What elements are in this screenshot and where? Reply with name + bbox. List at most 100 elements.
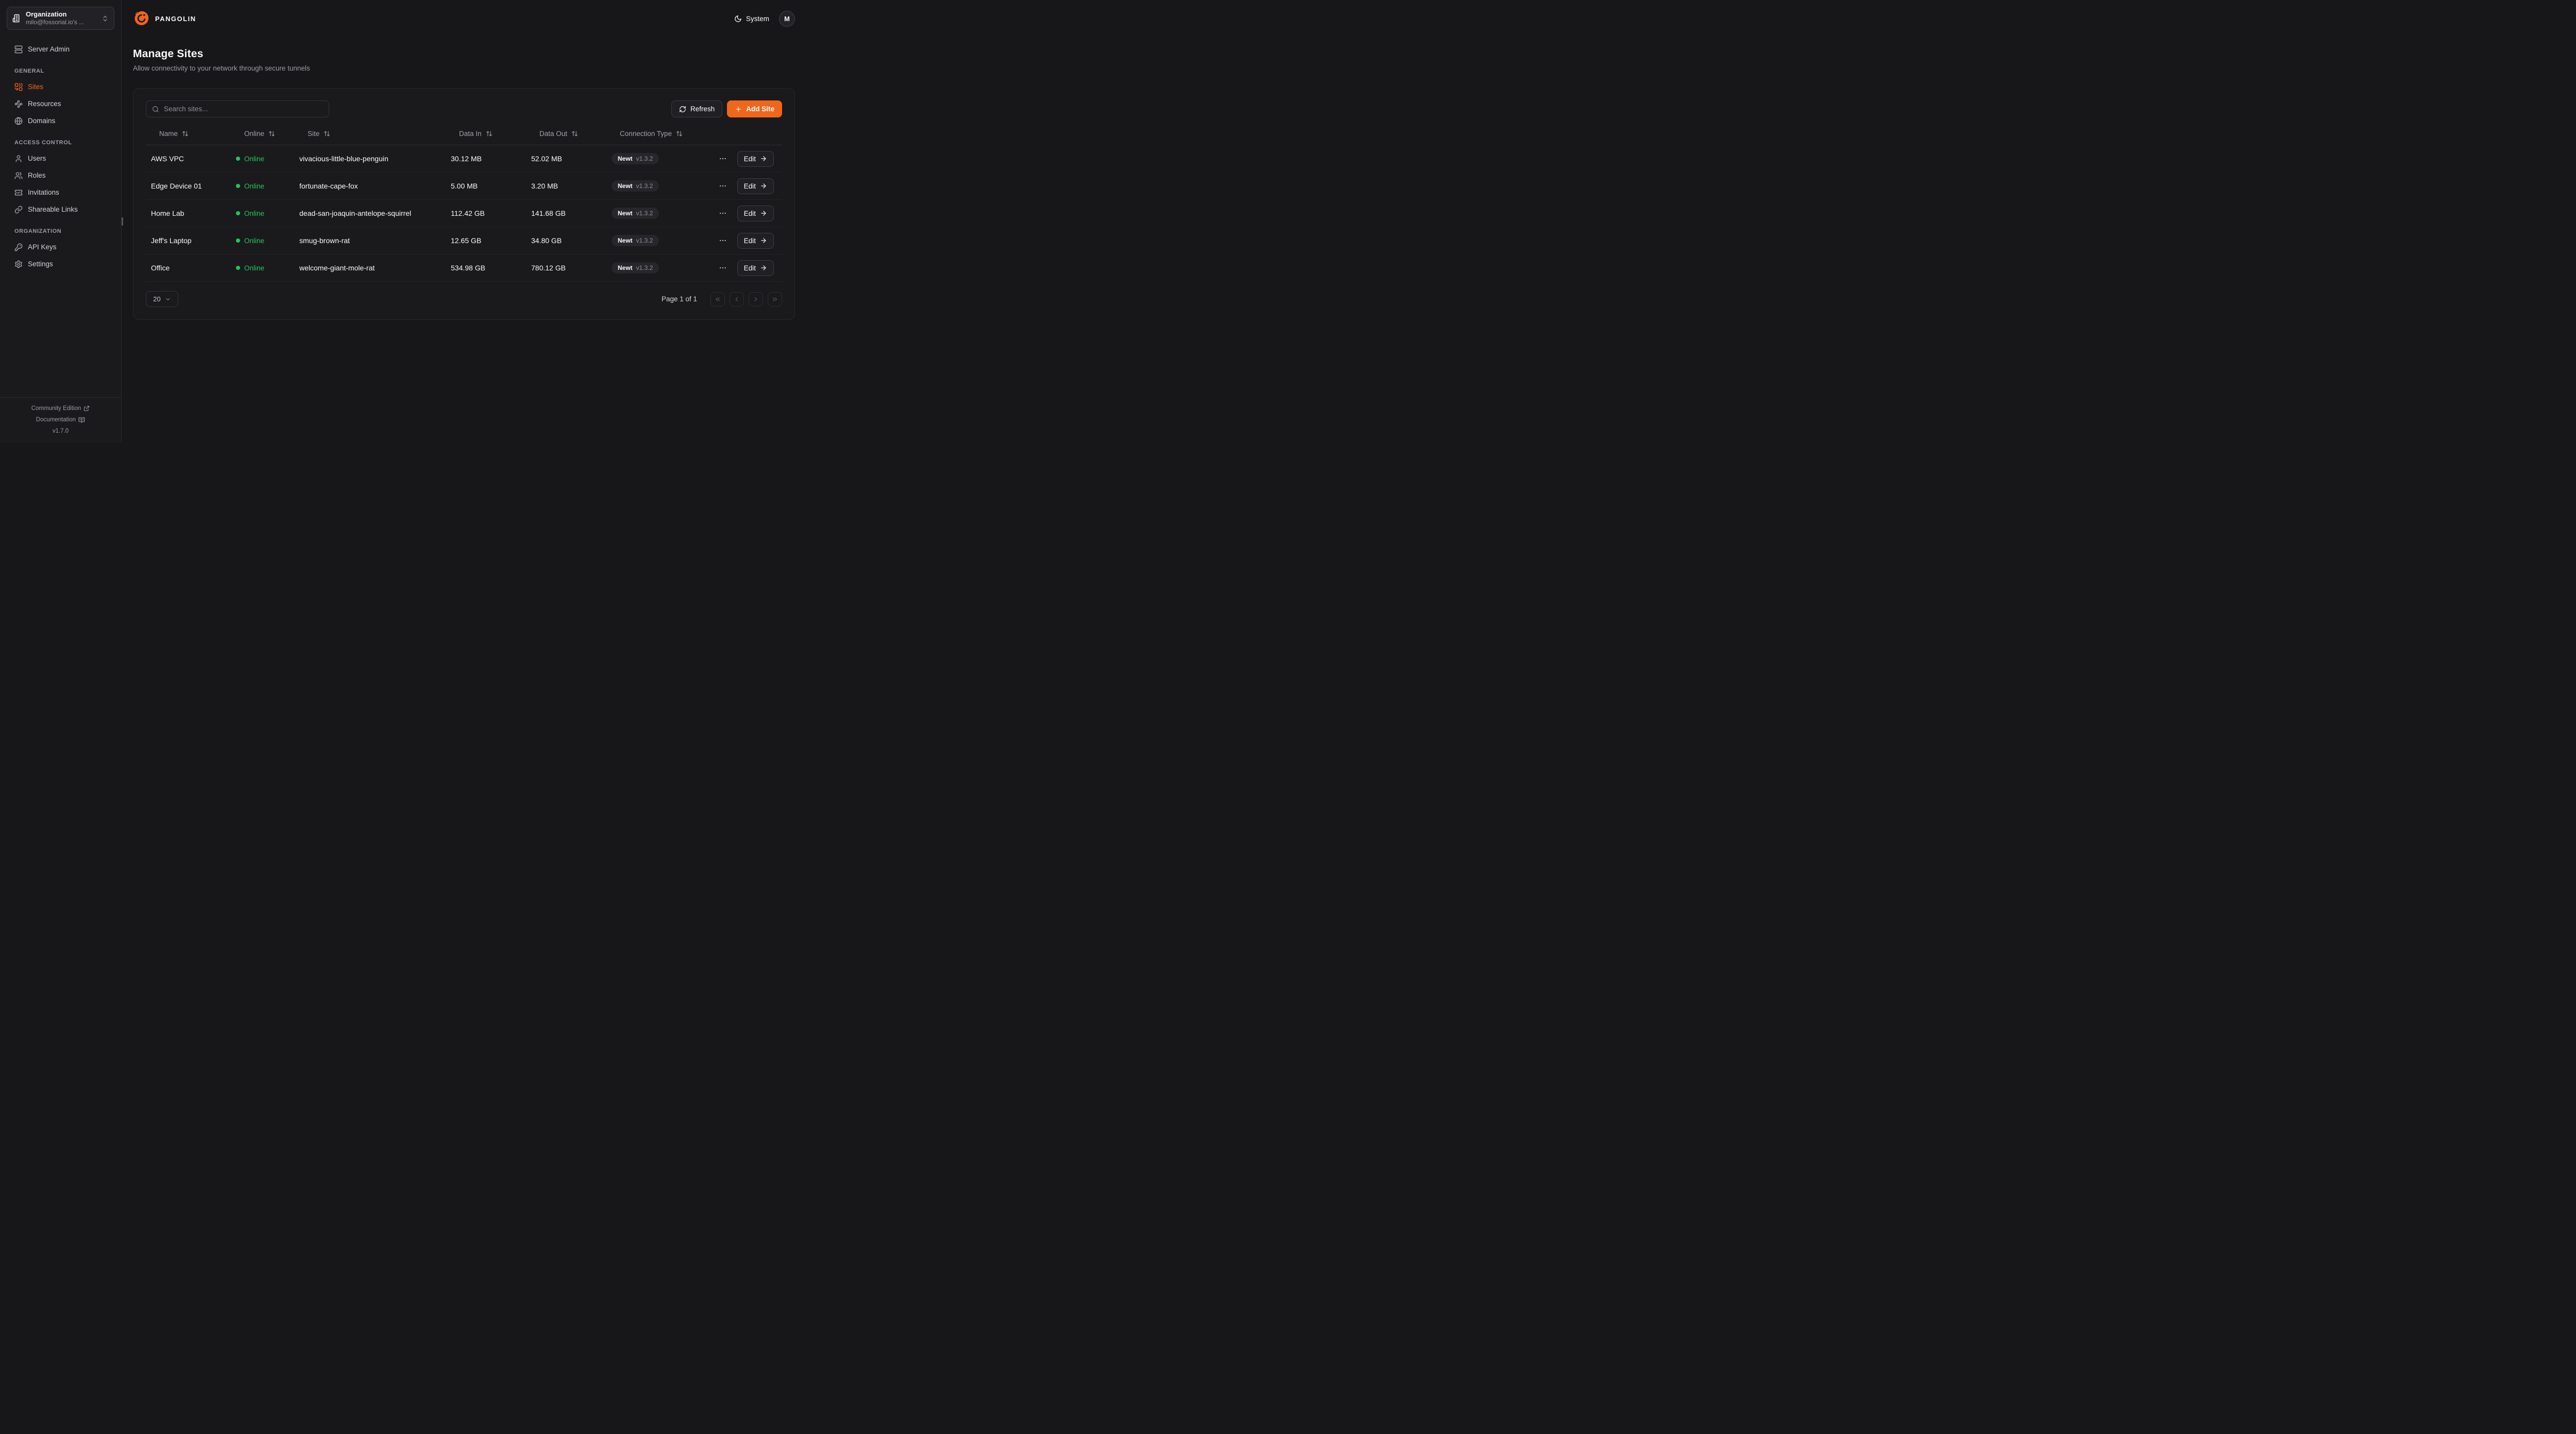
external-link-icon <box>83 405 90 412</box>
table-row: Office Online welcome-giant-mole-rat 534… <box>146 254 782 282</box>
section-label: ACCESS CONTROL <box>14 140 72 146</box>
row-menu-button[interactable] <box>718 208 728 218</box>
row-actions: Edit <box>706 260 777 276</box>
column-header-online[interactable]: Online <box>244 130 275 138</box>
row-menu-button[interactable] <box>718 263 728 273</box>
sidebar-item-settings[interactable]: Settings <box>8 255 113 272</box>
sidebar-item-sites[interactable]: Sites <box>8 78 113 95</box>
sidebar-item-invitations[interactable]: Invitations <box>8 184 113 201</box>
org-text: Organization milo@fossorial.io's ... <box>26 10 97 26</box>
sidebar-item-roles[interactable]: Roles <box>8 167 113 184</box>
sidebar-footer: Community Edition Documentation v1.7.0 <box>0 397 121 443</box>
sidebar-item-label: Resources <box>28 100 61 108</box>
topbar: PANGOLIN System M <box>133 0 795 27</box>
row-menu-button[interactable] <box>718 235 728 246</box>
column-header-data-in[interactable]: Data In <box>459 130 493 138</box>
community-edition-link[interactable]: Community Edition <box>31 403 90 414</box>
gear-icon <box>14 260 23 268</box>
first-page-button[interactable] <box>710 292 725 306</box>
edit-button[interactable]: Edit <box>737 150 774 167</box>
sidebar-resize-handle[interactable] <box>122 217 123 226</box>
edit-button[interactable]: Edit <box>737 260 774 276</box>
sidebar-item-users[interactable]: Users <box>8 150 113 167</box>
online-dot-icon <box>236 238 240 243</box>
search-icon <box>152 106 159 113</box>
status-badge: Online <box>236 182 289 190</box>
column-header-connection-type[interactable]: Connection Type <box>620 130 683 138</box>
sort-icon <box>486 130 493 137</box>
arrow-right-icon <box>760 182 767 190</box>
edit-button[interactable]: Edit <box>737 232 774 249</box>
brand-name: PANGOLIN <box>155 14 196 23</box>
arrow-right-icon <box>760 210 767 217</box>
row-actions: Edit <box>706 150 777 167</box>
row-actions: Edit <box>706 205 777 221</box>
ellipsis-icon <box>719 264 727 272</box>
column-header-name[interactable]: Name <box>159 130 189 138</box>
documentation-link[interactable]: Documentation <box>36 414 85 425</box>
search-input[interactable] <box>164 105 323 113</box>
avatar[interactable]: M <box>779 10 795 27</box>
site-name: AWS VPC <box>146 145 231 173</box>
data-out-value: 3.20 MB <box>526 172 606 200</box>
arrow-right-icon <box>760 264 767 271</box>
chevron-left-icon <box>733 296 740 303</box>
table-header-row: Name Online Site Data In Data Out Connec… <box>146 125 782 145</box>
data-in-value: 112.42 GB <box>446 199 526 227</box>
org-switcher[interactable]: Organization milo@fossorial.io's ... <box>7 7 114 30</box>
column-header-site[interactable]: Site <box>308 130 330 138</box>
users-icon <box>14 172 23 180</box>
sidebar-item-resources[interactable]: Resources <box>8 95 113 112</box>
app-version: v1.7.0 <box>52 428 69 434</box>
refresh-button[interactable]: Refresh <box>671 100 723 117</box>
sort-icon <box>571 130 578 137</box>
edit-button[interactable]: Edit <box>737 205 774 221</box>
user-icon <box>14 155 23 163</box>
brand-link[interactable]: PANGOLIN <box>133 10 196 27</box>
ellipsis-icon <box>719 236 727 245</box>
edit-button[interactable]: Edit <box>737 178 774 194</box>
theme-toggle[interactable]: System <box>734 15 769 23</box>
toolbar-actions: Refresh Add Site <box>671 100 782 117</box>
sidebar-item-label: Settings <box>28 260 53 268</box>
site-slug: vivacious-little-blue-penguin <box>294 145 446 173</box>
org-label: Organization <box>26 10 67 18</box>
sidebar-item-domains[interactable]: Domains <box>8 112 113 129</box>
last-page-button[interactable] <box>768 292 782 306</box>
connection-type-badge: Newt v1.3.2 <box>612 180 659 192</box>
status-badge: Online <box>236 237 289 245</box>
site-name: Jeff's Laptop <box>146 227 231 254</box>
row-menu-button[interactable] <box>718 153 728 164</box>
sidebar-item-shareable-links[interactable]: Shareable Links <box>8 201 113 218</box>
arrow-right-icon <box>760 155 767 162</box>
column-header-data-out[interactable]: Data Out <box>539 130 578 138</box>
sidebar-section-general: GENERAL Sites Resources Domains <box>8 68 113 129</box>
row-menu-button[interactable] <box>718 181 728 191</box>
data-out-value: 780.12 GB <box>526 254 606 282</box>
globe-icon <box>14 117 23 125</box>
sidebar-item-server-admin[interactable]: Server Admin <box>8 41 113 58</box>
search-box <box>146 100 329 117</box>
row-actions: Edit <box>706 178 777 194</box>
combine-icon <box>14 83 23 91</box>
arrow-right-icon <box>760 237 767 244</box>
book-open-icon <box>78 417 85 423</box>
refresh-icon <box>679 106 686 113</box>
page-size-select[interactable]: 20 <box>146 291 178 307</box>
sidebar-item-label: Roles <box>28 172 46 179</box>
ellipsis-icon <box>719 182 727 190</box>
add-site-button[interactable]: Add Site <box>727 100 782 117</box>
prev-page-button[interactable] <box>730 292 744 306</box>
online-dot-icon <box>236 211 240 215</box>
online-dot-icon <box>236 184 240 188</box>
site-slug: welcome-giant-mole-rat <box>294 254 446 282</box>
sidebar-item-api-keys[interactable]: API Keys <box>8 238 113 255</box>
data-out-value: 34.80 GB <box>526 227 606 254</box>
next-page-button[interactable] <box>749 292 763 306</box>
site-name: Office <box>146 254 231 282</box>
data-out-value: 141.68 GB <box>526 199 606 227</box>
data-in-value: 534.98 GB <box>446 254 526 282</box>
connection-type-badge: Newt v1.3.2 <box>612 235 659 246</box>
sidebar-item-label: Sites <box>28 83 44 91</box>
site-slug: smug-brown-rat <box>294 227 446 254</box>
